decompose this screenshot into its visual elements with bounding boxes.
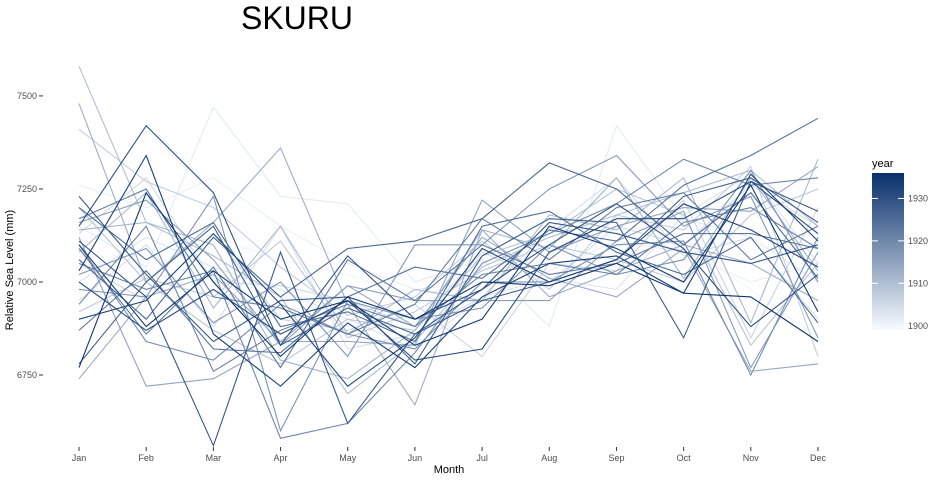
y-axis-title: Relative Sea Level (mm) [4, 210, 16, 330]
x-axis: Jan Feb Mar Apr May Jun Jul Aug Sep Oct Nov Dec [72, 447, 827, 463]
x-tick-label: Mar [206, 453, 222, 463]
series-line-1905 [78, 176, 819, 328]
color-legend: year 1900 1910 1920 1930 [872, 158, 928, 331]
legend-tick-label: 1930 [908, 193, 928, 203]
series-line-1934 [78, 184, 819, 346]
series-line-1927 [78, 177, 819, 365]
legend-colorbar [872, 173, 904, 330]
x-tick-label: Jun [408, 453, 423, 463]
series-line-1913 [78, 103, 819, 406]
x-tick-label: Oct [677, 453, 692, 463]
x-tick-label: Aug [541, 453, 557, 463]
series-line-1928 [78, 180, 819, 365]
y-tick-label: 7250 [17, 184, 37, 194]
x-axis-title: Month [434, 464, 465, 476]
chart-title: SKURU [241, 0, 353, 36]
series-line-1926 [78, 162, 819, 320]
series-line-1935 [78, 191, 819, 368]
legend-title: year [872, 158, 894, 170]
legend-ticks: 1900 1910 1920 1930 [872, 193, 928, 331]
series-line-1918 [78, 169, 819, 433]
series-line-1932 [78, 203, 819, 387]
x-tick-label: Apr [274, 453, 288, 463]
legend-tick-label: 1900 [908, 321, 928, 331]
y-tick-label: 6750 [17, 370, 37, 380]
series-line-1919 [78, 237, 819, 377]
y-tick-label: 7000 [17, 277, 37, 287]
legend-tick-label: 1910 [908, 278, 928, 288]
series-line-1917 [78, 154, 819, 358]
series-line-1931 [78, 180, 819, 361]
series-line-1920 [78, 158, 819, 439]
series-line-1908 [78, 188, 819, 339]
series-line-1930 [78, 124, 819, 347]
x-tick-label: Feb [138, 453, 154, 463]
y-axis: 6750 7000 7250 7500 [17, 91, 43, 380]
x-tick-label: Dec [810, 453, 827, 463]
x-tick-label: Jan [72, 453, 87, 463]
series-line-1901 [78, 177, 819, 290]
x-tick-label: Jul [476, 453, 488, 463]
series-line-1929 [78, 221, 819, 448]
series-line-1907 [78, 128, 819, 357]
x-tick-label: Sep [608, 453, 624, 463]
legend-tick-label: 1920 [908, 236, 928, 246]
series-line-1911 [78, 158, 819, 335]
x-tick-label: May [339, 453, 357, 463]
y-tick-label: 7500 [17, 91, 37, 101]
series-line-1925 [78, 207, 819, 343]
series-lines [78, 65, 819, 448]
series-line-1924 [78, 117, 819, 354]
x-tick-label: Nov [743, 453, 760, 463]
